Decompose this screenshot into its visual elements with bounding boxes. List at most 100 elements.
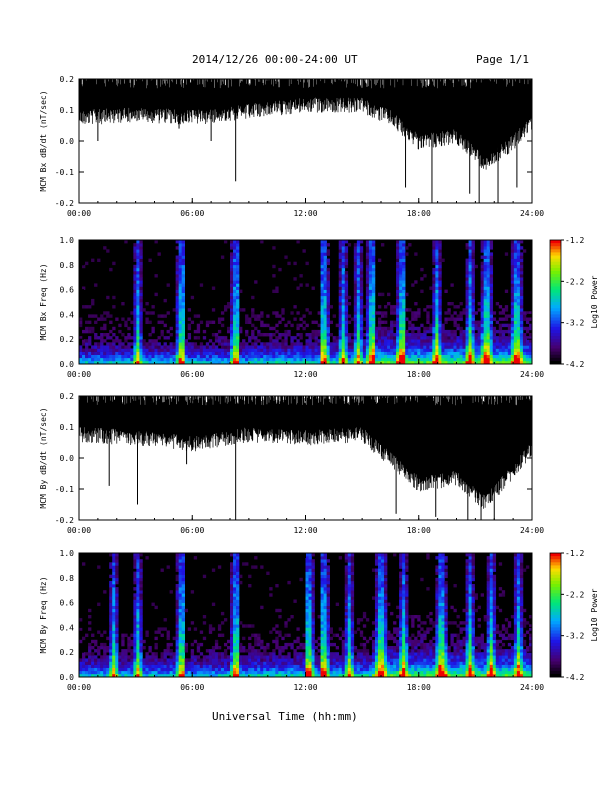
spectrogram-cell <box>453 333 457 337</box>
spectrogram-cell <box>211 658 216 662</box>
spectrogram-cell <box>444 317 448 321</box>
spectrogram-cell <box>245 658 249 662</box>
spectrogram-cell <box>260 639 264 644</box>
spectrogram-cell <box>344 354 349 359</box>
spectrogram-cell <box>275 311 279 315</box>
spectrogram-cell <box>453 354 457 359</box>
spectrogram-cell <box>302 345 306 349</box>
spectrogram-cell <box>480 326 484 331</box>
spectrogram-cell <box>510 264 515 269</box>
spectrogram-cell <box>438 323 442 328</box>
spectrogram-cell <box>205 661 210 665</box>
spectrogram-cell <box>344 580 349 585</box>
spectrogram-cell <box>480 336 484 340</box>
spectrogram-cell <box>423 326 427 331</box>
spectrogram-cell <box>507 351 512 355</box>
spectrogram-cell <box>100 348 104 352</box>
spectrogram-cell <box>223 655 228 659</box>
spectrogram-cell <box>495 342 500 346</box>
spectrogram-cell <box>251 336 255 340</box>
spectrogram-cell <box>112 611 116 616</box>
spectrogram-cell <box>115 655 119 659</box>
spectrogram-cell <box>88 360 92 365</box>
spectrogram-cell <box>365 308 370 312</box>
spectrogram-cell <box>242 345 246 349</box>
spectrogram-cell <box>242 636 246 641</box>
spectrogram-cell <box>115 357 119 362</box>
spectrogram-cell <box>230 326 234 331</box>
spectrogram-cell <box>85 305 89 309</box>
spectrogram-cell <box>245 342 249 346</box>
spectrogram-cell <box>456 336 460 340</box>
spectrogram-cell <box>480 277 484 281</box>
spectrogram-cell <box>196 336 201 340</box>
spectrogram-cell <box>254 336 258 340</box>
spectrogram-cell <box>365 649 370 653</box>
spectrogram-cell <box>136 649 140 653</box>
spectrogram-cell <box>510 314 515 318</box>
spectrogram-cell <box>148 345 152 349</box>
spectrogram-cell <box>489 339 494 343</box>
spectrogram-cell <box>362 360 367 365</box>
spectrogram-cell <box>236 240 240 244</box>
spectrogram-cell <box>184 661 189 665</box>
spectrogram-cell <box>477 348 481 352</box>
spectrogram-cell <box>94 649 98 653</box>
spectrogram-cell <box>181 289 185 293</box>
spectrogram-cell <box>296 351 300 355</box>
spectrogram-cell <box>456 314 460 318</box>
spectrogram-cell <box>142 639 146 644</box>
spectrogram-cell <box>384 354 388 359</box>
spectrogram-cell <box>142 345 146 349</box>
spectrogram-cell <box>320 246 324 250</box>
spectrogram-cell <box>338 667 343 672</box>
spectrogram-cell <box>178 258 182 262</box>
spectrogram-cell <box>175 599 179 603</box>
spectrogram-cell <box>293 649 297 653</box>
spectrogram-cell <box>233 667 237 672</box>
spectrogram-cell <box>233 608 237 613</box>
spectrogram-cell <box>205 658 210 662</box>
spectrogram-cell <box>347 302 352 306</box>
spectrogram-cell <box>471 333 475 337</box>
spectrogram-cell <box>220 342 225 346</box>
spectrogram-cell <box>438 277 442 281</box>
spectrogram-cell <box>381 670 385 675</box>
spectrogram-cell <box>133 630 137 634</box>
spectrogram-cell <box>263 664 267 668</box>
spectrogram-cell <box>377 602 382 606</box>
spectrogram-cell <box>314 664 318 668</box>
spectrogram-cell <box>320 326 324 331</box>
spectrogram-cell <box>205 342 210 346</box>
spectrogram-cell <box>223 652 228 656</box>
spectrogram-cell <box>94 342 98 346</box>
spectrogram-cell <box>335 360 340 365</box>
spectrogram-cell <box>359 277 364 281</box>
spectrogram-cell <box>136 661 140 665</box>
spectrogram-cell <box>223 357 228 362</box>
spectrogram-cell <box>438 283 442 287</box>
spectrogram-cell <box>432 295 436 300</box>
spectrogram-cell <box>353 342 358 346</box>
spectrogram-cell <box>157 630 161 634</box>
spectrogram-cell <box>100 326 104 331</box>
spectrogram-cell <box>341 289 346 293</box>
spectrogram-cell <box>112 562 116 566</box>
spectrogram-cell <box>109 670 113 675</box>
spectrogram-cell <box>468 305 472 309</box>
spectrogram-cell <box>513 267 518 272</box>
spectrogram-cell <box>381 553 385 557</box>
spectrogram-cell <box>374 630 379 634</box>
spectrogram-cell <box>498 323 503 328</box>
spectrogram-cell <box>320 280 324 284</box>
spectrogram-cell <box>211 670 216 675</box>
spectrogram-cell <box>447 317 451 321</box>
spectrogram-cell <box>230 577 234 582</box>
spectrogram-cell <box>347 333 352 337</box>
spectrogram-cell <box>359 283 364 287</box>
spectrogram-cell <box>486 333 491 337</box>
spectrogram-cell <box>326 289 330 293</box>
spectrogram-cell <box>275 336 279 340</box>
spectrogram-cell <box>371 243 376 247</box>
spectrogram-cell <box>97 351 101 355</box>
